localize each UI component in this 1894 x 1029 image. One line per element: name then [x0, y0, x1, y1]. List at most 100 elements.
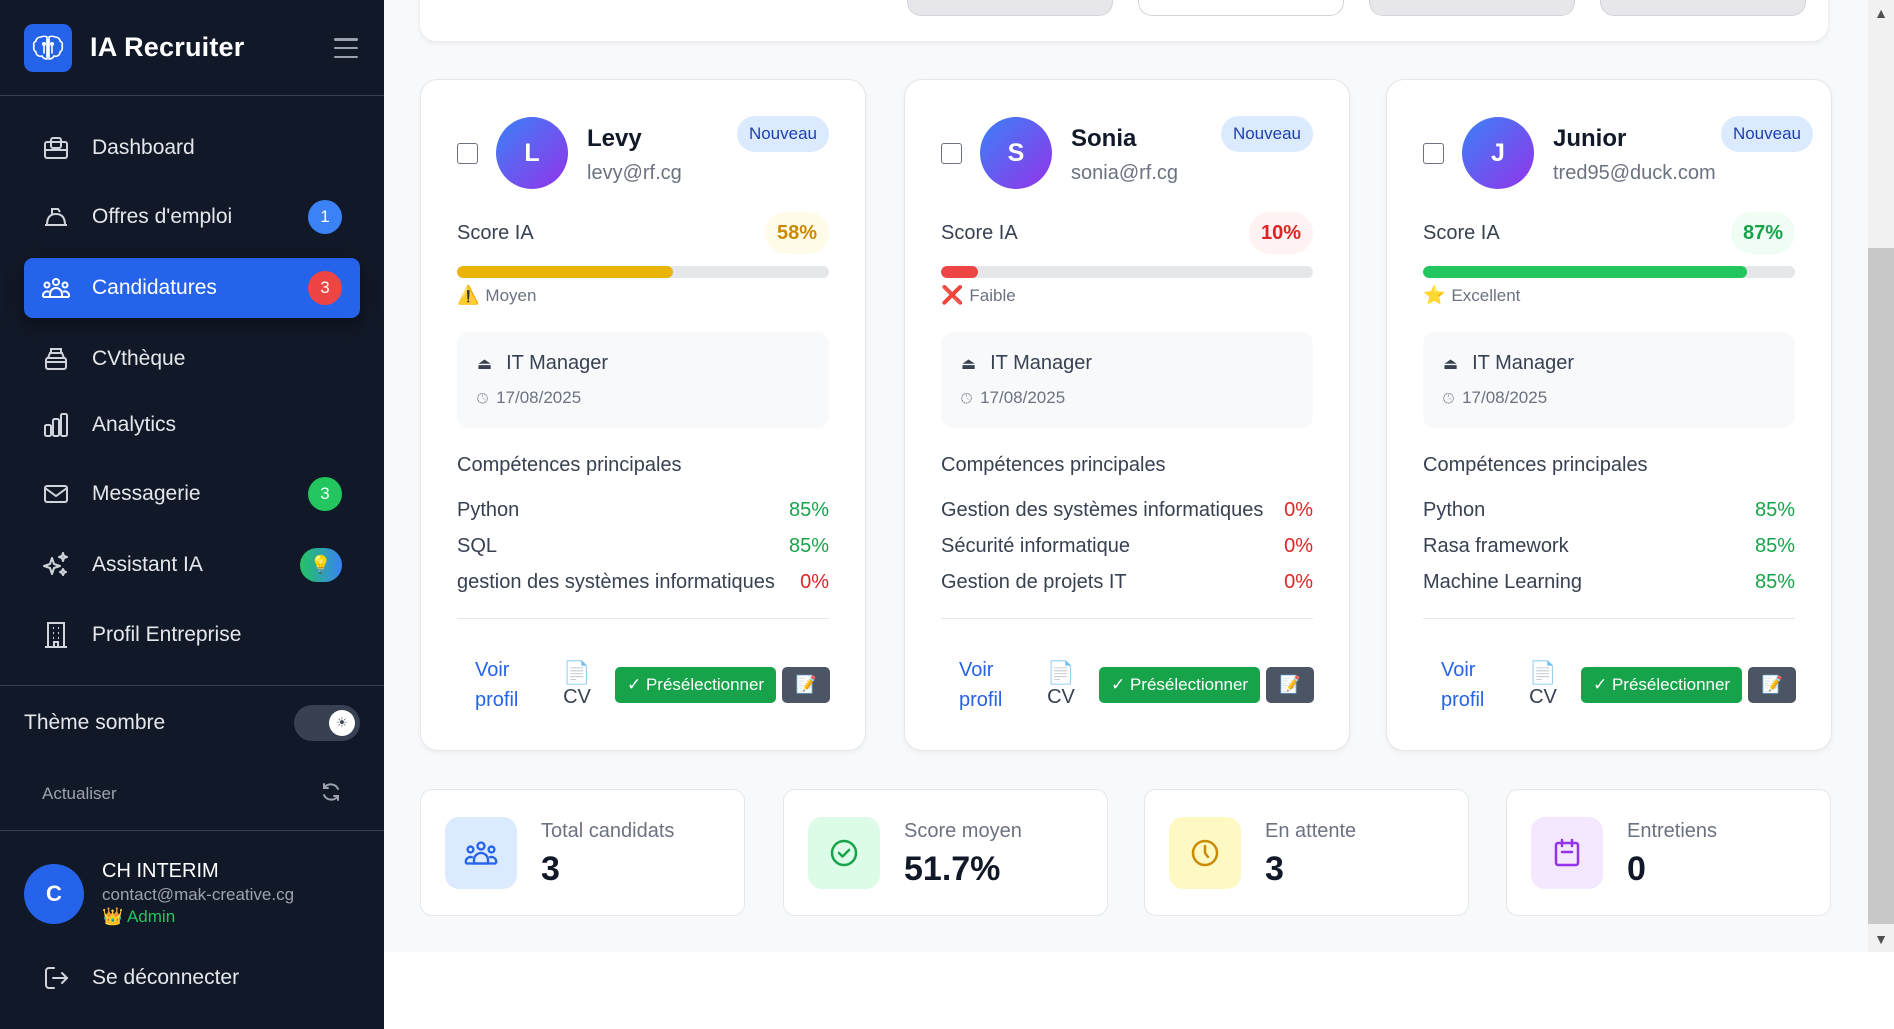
skills-list: Gestion des systèmes informatiques 0% Séc…: [941, 492, 1313, 600]
menu-toggle-button[interactable]: [334, 38, 358, 58]
score-level: ❌ Faible: [941, 285, 1016, 306]
document-icon: 📄: [563, 660, 591, 685]
refresh-icon: [320, 781, 342, 808]
briefcase-icon: [42, 203, 70, 231]
sidebar-item-profil-entreprise[interactable]: Profil Entreprise: [24, 605, 360, 665]
select-checkbox[interactable]: [457, 143, 478, 164]
card-actions: Voir profil 📄 CV ✓ Présélectionner 📝: [457, 652, 837, 718]
sidebar-item-label: CVthèque: [92, 347, 186, 370]
application-date: 17/08/2025: [980, 388, 1066, 407]
note-button[interactable]: 📝: [1748, 667, 1797, 703]
user-role: 👑 Admin: [102, 907, 294, 927]
score-level: ⭐ Excellent: [1423, 285, 1520, 306]
candidate-email: levy@rf.cg: [587, 162, 682, 184]
scrollbar-thumb[interactable]: [1868, 248, 1894, 924]
filter-button[interactable]: [1600, 0, 1806, 16]
skill-value: 85%: [788, 498, 829, 521]
theme-label: Thème sombre: [24, 711, 166, 734]
job-title: IT Manager: [506, 352, 609, 374]
stat-value: 51.7%: [904, 850, 1001, 888]
stat-value: 0: [1627, 850, 1646, 888]
skill-value: 0%: [1284, 498, 1313, 521]
sidebar-item-candidatures[interactable]: Candidatures 3: [24, 258, 360, 318]
briefcase-icon: ⏏: [1443, 355, 1459, 373]
candidate-name: Levy: [587, 125, 642, 152]
filter-button[interactable]: [1138, 0, 1344, 16]
avatar: S: [980, 117, 1052, 189]
application-date: 17/08/2025: [496, 388, 582, 407]
star-icon: ⭐: [1423, 285, 1446, 305]
score-label: Score IA: [941, 221, 1018, 244]
skills-list: Python 85% Rasa framework 85% Machine Lear…: [1423, 492, 1795, 600]
skill-value: 85%: [1754, 570, 1795, 593]
clock-icon: 🕓︎: [1443, 389, 1455, 406]
count-badge: 3: [308, 477, 342, 511]
skill-row: Gestion des systèmes informatiques 0%: [941, 492, 1313, 528]
cv-link[interactable]: 📄 CV: [1031, 661, 1091, 709]
score-progress: [1423, 266, 1795, 278]
sidebar-item-label: Assistant IA: [92, 553, 203, 576]
skill-row: Python 85%: [457, 492, 829, 528]
preselect-button[interactable]: ✓ Présélectionner: [1581, 667, 1743, 703]
sidebar-item-offres[interactable]: Offres d'emploi 1: [24, 187, 360, 247]
note-button[interactable]: 📝: [1266, 667, 1315, 703]
view-profile-link[interactable]: Voir profil: [1441, 659, 1485, 711]
filter-button[interactable]: [907, 0, 1113, 16]
note-button[interactable]: 📝: [782, 667, 831, 703]
sidebar-item-dashboard[interactable]: Dashboard: [24, 118, 360, 178]
scroll-down-icon[interactable]: ▼: [1874, 931, 1888, 947]
vertical-scrollbar[interactable]: ▲ ▼: [1868, 0, 1894, 952]
skill-name: Machine Learning: [1423, 570, 1582, 593]
bar-chart-icon: [42, 411, 70, 439]
skill-name: Rasa framework: [1423, 534, 1569, 557]
archive-icon: [42, 345, 70, 373]
stat-total-candidats: Total candidats 3: [420, 789, 745, 916]
stat-label: Total candidats: [541, 820, 675, 842]
sidebar-item-messagerie[interactable]: Messagerie 3: [24, 464, 360, 524]
divider: [457, 618, 829, 619]
sidebar-item-label: Dashboard: [92, 136, 195, 159]
view-profile-link[interactable]: Voir profil: [959, 659, 1003, 711]
skills-title: Compétences principales: [457, 454, 682, 476]
skill-row: gestion des systèmes informatiques 0%: [457, 564, 829, 600]
select-checkbox[interactable]: [1423, 143, 1444, 164]
select-checkbox[interactable]: [941, 143, 962, 164]
status-badge: Nouveau: [1720, 116, 1813, 152]
sidebar-item-analytics[interactable]: Analytics: [24, 395, 360, 455]
cv-link[interactable]: 📄 CV: [1513, 661, 1573, 709]
app-title: IA Recruiter: [90, 32, 245, 62]
stat-score-moyen: Score moyen 51.7%: [783, 789, 1108, 916]
preselect-button[interactable]: ✓ Présélectionner: [1099, 667, 1261, 703]
stat-value: 3: [1265, 850, 1284, 888]
dark-theme-toggle[interactable]: ☀: [294, 705, 360, 741]
score-label: Score IA: [1423, 221, 1500, 244]
logout-icon: [42, 964, 70, 992]
count-badge: 3: [308, 271, 342, 305]
scroll-up-icon[interactable]: ▲: [1874, 5, 1888, 21]
skill-value: 85%: [1754, 534, 1795, 557]
card-actions: Voir profil 📄 CV ✓ Présélectionner 📝: [1423, 652, 1803, 718]
level-label: Faible: [969, 285, 1016, 305]
sidebar-item-assistant-ia[interactable]: Assistant IA 💡: [24, 535, 360, 595]
cv-link[interactable]: 📄 CV: [547, 661, 607, 709]
brand-header: IA Recruiter: [0, 0, 384, 96]
sidebar-item-label: Profil Entreprise: [92, 623, 242, 646]
candidate-card: J Junior tred95@duck.com Nouveau Score I…: [1386, 79, 1832, 751]
preselect-button[interactable]: ✓ Présélectionner: [615, 667, 777, 703]
application-date: 17/08/2025: [1462, 388, 1548, 407]
logout-button[interactable]: Se déconnecter: [42, 958, 360, 998]
score-badge: 87%: [1730, 212, 1795, 254]
view-profile-link[interactable]: Voir profil: [475, 659, 519, 711]
skill-value: 0%: [1284, 534, 1313, 557]
refresh-button[interactable]: Actualiser: [42, 776, 342, 812]
filter-button[interactable]: [1369, 0, 1575, 16]
memo-icon: 📝: [1761, 675, 1783, 694]
candidate-name: Sonia: [1071, 125, 1137, 152]
stat-en-attente: En attente 3: [1144, 789, 1469, 916]
skill-value: 0%: [800, 570, 829, 593]
lightbulb-icon: 💡: [300, 548, 342, 582]
job-title: IT Manager: [990, 352, 1093, 374]
sidebar-item-cvtheque[interactable]: CVthèque: [24, 329, 360, 389]
sidebar-item-label: Analytics: [92, 413, 177, 436]
sidebar-item-label: Messagerie: [92, 482, 201, 505]
